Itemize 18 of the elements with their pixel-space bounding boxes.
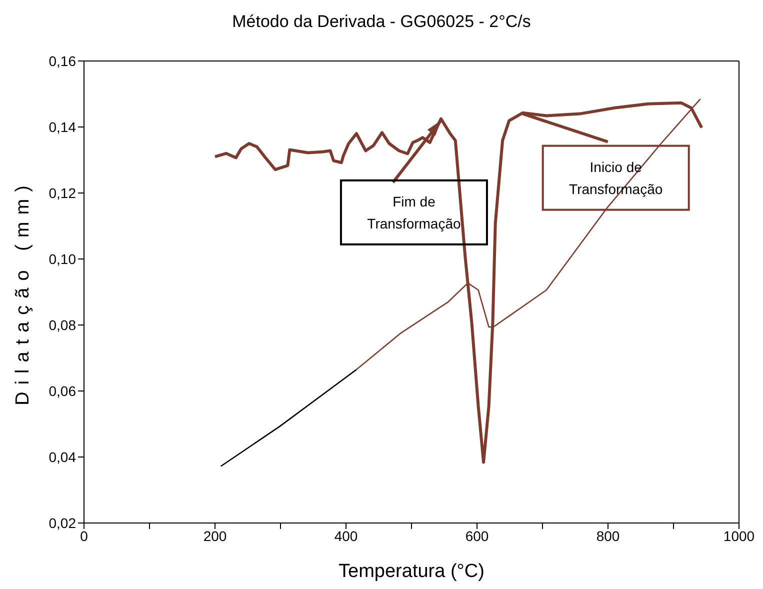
y-tick-label: 0,10 — [48, 250, 76, 267]
y-tick-label: 0,12 — [48, 184, 76, 201]
y-tick-label: 0,06 — [48, 382, 76, 399]
chart-title: Método da Derivada - GG06025 - 2°C/s — [231, 11, 532, 33]
x-tick-label: 0 — [80, 528, 88, 544]
x-tick-label: 800 — [596, 528, 620, 544]
x-tick-label: 400 — [334, 528, 358, 544]
y-tick-label: 0,08 — [48, 316, 76, 333]
x-tick-label: 600 — [465, 528, 489, 544]
y-tick-label: 0,04 — [48, 448, 76, 465]
y-tick-label: 0,14 — [48, 118, 76, 135]
y-tick-label: 0,16 — [48, 52, 76, 69]
x-axis-title: Temperatura (°C) — [338, 561, 484, 582]
x-tick-label: 200 — [203, 528, 227, 544]
x-tick-label: 1000 — [723, 528, 755, 544]
y-axis-title: Dilatação (mm) — [12, 178, 34, 406]
y-tick-label: 0,02 — [48, 514, 76, 531]
annotation: Fim de Transformação — [367, 193, 461, 232]
